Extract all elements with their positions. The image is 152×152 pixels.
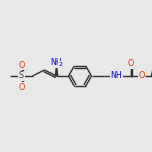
- Polygon shape: [55, 66, 58, 76]
- Text: O: O: [138, 71, 145, 81]
- Text: NH: NH: [51, 58, 62, 67]
- Text: O: O: [19, 83, 25, 92]
- Text: 2: 2: [59, 62, 63, 67]
- Text: O: O: [19, 60, 25, 69]
- Text: NH: NH: [111, 71, 122, 81]
- Text: O: O: [128, 59, 134, 68]
- Text: S: S: [19, 71, 24, 81]
